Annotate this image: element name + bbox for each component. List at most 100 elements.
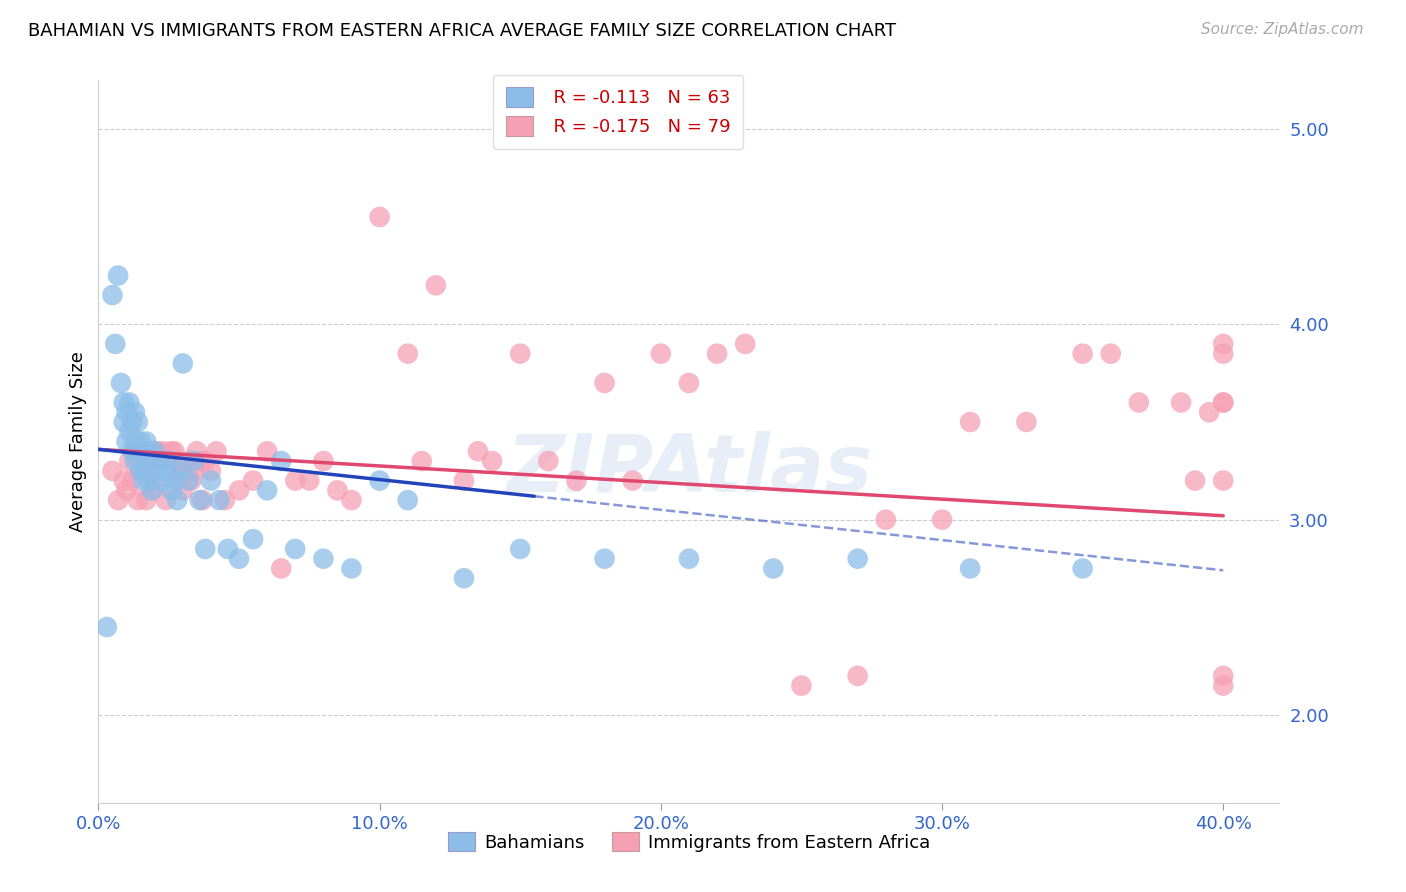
- Point: [1099, 346, 1122, 360]
- Point: [396, 493, 419, 508]
- Point: [101, 288, 124, 302]
- Point: [138, 454, 160, 468]
- Point: [143, 474, 166, 488]
- Point: [115, 434, 138, 449]
- Point: [1212, 346, 1234, 360]
- Point: [166, 474, 188, 488]
- Point: [621, 474, 644, 488]
- Point: [368, 210, 391, 224]
- Point: [706, 346, 728, 360]
- Point: [124, 434, 146, 449]
- Point: [200, 474, 222, 488]
- Point: [1212, 395, 1234, 409]
- Point: [208, 493, 231, 508]
- Point: [138, 474, 160, 488]
- Point: [593, 551, 616, 566]
- Point: [124, 454, 146, 468]
- Point: [1015, 415, 1038, 429]
- Point: [411, 454, 433, 468]
- Point: [1212, 679, 1234, 693]
- Point: [129, 464, 152, 478]
- Point: [509, 346, 531, 360]
- Point: [177, 474, 200, 488]
- Point: [1212, 395, 1234, 409]
- Point: [124, 444, 146, 458]
- Point: [1071, 561, 1094, 575]
- Point: [191, 493, 214, 508]
- Point: [537, 454, 560, 468]
- Point: [1212, 474, 1234, 488]
- Point: [118, 454, 141, 468]
- Point: [169, 464, 191, 478]
- Point: [242, 474, 264, 488]
- Point: [160, 444, 183, 458]
- Point: [565, 474, 588, 488]
- Point: [312, 454, 335, 468]
- Point: [112, 415, 135, 429]
- Point: [118, 425, 141, 439]
- Point: [186, 444, 208, 458]
- Point: [149, 454, 172, 468]
- Point: [1212, 669, 1234, 683]
- Point: [270, 561, 292, 575]
- Point: [256, 444, 278, 458]
- Point: [96, 620, 118, 634]
- Point: [1184, 474, 1206, 488]
- Text: ZIPAtlas: ZIPAtlas: [506, 432, 872, 509]
- Point: [734, 337, 756, 351]
- Point: [129, 464, 152, 478]
- Point: [298, 474, 321, 488]
- Point: [188, 493, 211, 508]
- Point: [138, 444, 160, 458]
- Point: [1212, 337, 1234, 351]
- Point: [163, 474, 186, 488]
- Point: [107, 493, 129, 508]
- Point: [312, 551, 335, 566]
- Point: [959, 561, 981, 575]
- Point: [194, 454, 217, 468]
- Point: [593, 376, 616, 390]
- Point: [284, 541, 307, 556]
- Point: [228, 551, 250, 566]
- Point: [180, 474, 202, 488]
- Point: [326, 483, 349, 498]
- Point: [132, 444, 155, 458]
- Point: [141, 483, 163, 498]
- Point: [124, 405, 146, 419]
- Point: [1198, 405, 1220, 419]
- Point: [160, 483, 183, 498]
- Point: [931, 513, 953, 527]
- Point: [875, 513, 897, 527]
- Point: [152, 444, 174, 458]
- Point: [284, 474, 307, 488]
- Point: [172, 356, 194, 370]
- Point: [132, 444, 155, 458]
- Point: [1071, 346, 1094, 360]
- Point: [256, 483, 278, 498]
- Point: [127, 444, 149, 458]
- Point: [846, 669, 869, 683]
- Point: [183, 464, 205, 478]
- Point: [425, 278, 447, 293]
- Point: [149, 454, 172, 468]
- Point: [112, 395, 135, 409]
- Point: [135, 464, 157, 478]
- Point: [396, 346, 419, 360]
- Point: [152, 474, 174, 488]
- Point: [481, 454, 503, 468]
- Point: [183, 454, 205, 468]
- Point: [174, 464, 197, 478]
- Y-axis label: Average Family Size: Average Family Size: [69, 351, 87, 532]
- Point: [157, 454, 180, 468]
- Point: [127, 415, 149, 429]
- Point: [177, 454, 200, 468]
- Point: [1128, 395, 1150, 409]
- Point: [194, 541, 217, 556]
- Point: [127, 493, 149, 508]
- Point: [166, 493, 188, 508]
- Point: [242, 532, 264, 546]
- Point: [155, 464, 177, 478]
- Point: [650, 346, 672, 360]
- Point: [135, 434, 157, 449]
- Point: [104, 337, 127, 351]
